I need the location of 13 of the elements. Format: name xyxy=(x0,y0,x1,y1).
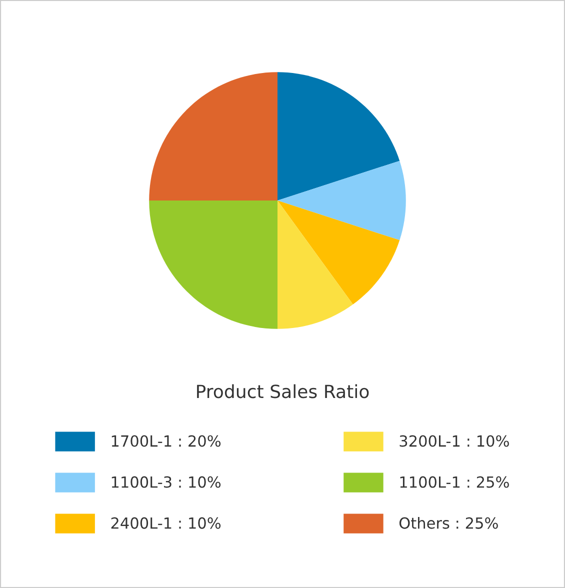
legend-label: 3200L-1 : 10% xyxy=(400,435,509,447)
text: Product Sales Ratio xyxy=(197,384,369,398)
legend-label: Others : 25% xyxy=(399,517,498,529)
pie-slice xyxy=(278,72,400,200)
legend-label: 1100L-1 : 25% xyxy=(400,476,509,488)
legend-label: 1100L-3 : 10% xyxy=(112,476,221,488)
pie-slice xyxy=(278,160,406,240)
legend-label: 1700L-1 : 20% xyxy=(112,435,221,447)
pie-slice xyxy=(149,200,278,329)
pie-slice xyxy=(278,200,400,304)
pie-slice xyxy=(278,200,353,329)
pie-slice xyxy=(149,72,278,200)
legend-label: 2400L-1 : 10% xyxy=(111,517,221,529)
